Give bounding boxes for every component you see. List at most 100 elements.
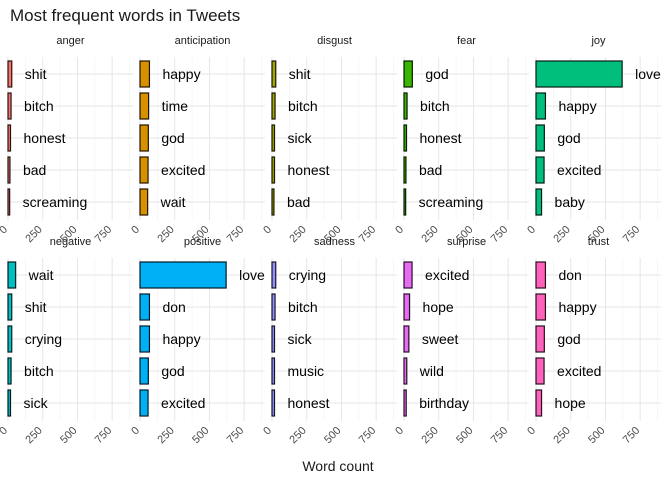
x-tick-label: 500 — [190, 425, 211, 446]
bar-label: bitch — [24, 363, 54, 379]
bar-label: music — [288, 363, 325, 379]
bar-label: shit — [25, 299, 47, 315]
bar-joy-god — [535, 124, 545, 152]
bar-label: sick — [288, 331, 313, 347]
bar-label: wait — [160, 194, 186, 210]
bar-anticipation-wait — [139, 188, 149, 216]
bar-label: god — [557, 331, 580, 347]
bar-fear-honest — [403, 124, 408, 152]
bar-label: sick — [24, 395, 49, 411]
x-tick-label: 250 — [23, 224, 44, 245]
bar-positive-love — [139, 261, 227, 289]
bar-fear-screaming — [403, 188, 407, 216]
bar-sadness-music — [271, 357, 276, 385]
bar-positive-don — [139, 293, 151, 321]
bar-label: sick — [288, 130, 313, 146]
bar-trust-don — [535, 261, 547, 289]
bar-label: wait — [28, 267, 54, 283]
bar-surprise-birthday — [403, 389, 407, 417]
bar-sadness-bitch — [271, 293, 276, 321]
bar-label: honest — [24, 130, 66, 146]
panels: anger shit bitch honest bad screaming 0 250 500 7… — [0, 35, 661, 446]
panel-title: surprise — [447, 236, 486, 248]
x-tick-label: 250 — [551, 224, 572, 245]
bar-label: excited — [161, 395, 205, 411]
bar-trust-excited — [535, 357, 545, 385]
panel-title: disgust — [317, 35, 352, 47]
bar-label: excited — [425, 267, 469, 283]
bar-anger-honest — [7, 124, 12, 152]
bar-negative-sick — [7, 389, 12, 417]
bar-label: don — [558, 267, 581, 283]
x-tick-label: 750 — [93, 425, 114, 446]
bar-label: don — [162, 299, 185, 315]
bar-label: bitch — [288, 299, 318, 315]
x-tick-label: 250 — [551, 425, 572, 446]
bar-label: love — [635, 66, 661, 82]
bar-surprise-hope — [403, 293, 411, 321]
bar-label: bitch — [288, 98, 318, 114]
x-axis-title: Word count — [302, 458, 373, 474]
x-tick-label: 500 — [454, 425, 475, 446]
bar-anticipation-excited — [139, 156, 149, 184]
panel-title: anger — [56, 35, 84, 47]
x-tick-label: 0 — [261, 425, 274, 438]
bar-label: excited — [557, 363, 601, 379]
x-tick-label: 0 — [393, 224, 406, 237]
bar-anger-bad — [7, 156, 11, 184]
bar-label: time — [162, 98, 189, 114]
bar-disgust-honest — [271, 156, 276, 184]
bar-sadness-honest — [271, 389, 276, 417]
bar-label: bad — [23, 162, 46, 178]
panel-title: anticipation — [175, 35, 231, 47]
x-tick-label: 0 — [129, 224, 142, 237]
bar-label: love — [239, 267, 265, 283]
bar-label: shit — [289, 66, 311, 82]
x-tick-label: 250 — [287, 224, 308, 245]
bar-negative-crying — [7, 325, 13, 353]
bar-disgust-sick — [271, 124, 276, 152]
panel-title: fear — [457, 35, 476, 47]
bar-positive-excited — [139, 389, 149, 417]
x-tick-label: 0 — [0, 425, 10, 438]
bar-disgust-bitch — [271, 92, 276, 120]
x-tick-label: 750 — [357, 224, 378, 245]
bar-anger-shit — [7, 60, 13, 88]
bar-label: excited — [161, 162, 205, 178]
bar-label: honest — [288, 395, 330, 411]
bar-label: birthday — [419, 395, 469, 411]
bar-anger-screaming — [7, 188, 11, 216]
bar-anticipation-god — [139, 124, 149, 152]
bar-joy-baby — [535, 188, 543, 216]
bar-label: shit — [25, 66, 47, 82]
panel-title: positive — [184, 236, 221, 248]
x-tick-label: 0 — [525, 425, 538, 438]
x-tick-label: 250 — [155, 425, 176, 446]
x-tick-label: 750 — [621, 425, 642, 446]
bar-surprise-excited — [403, 261, 413, 289]
x-tick-label: 500 — [58, 425, 79, 446]
bar-sadness-sick — [271, 325, 276, 353]
x-tick-label: 250 — [419, 224, 440, 245]
bar-trust-happy — [535, 293, 547, 321]
chart-title: Most frequent words in Tweets — [10, 6, 240, 25]
bar-label: hope — [555, 395, 586, 411]
x-tick-label: 0 — [393, 425, 406, 438]
bar-surprise-wild — [403, 357, 408, 385]
bar-label: honest — [288, 162, 330, 178]
bar-trust-god — [535, 325, 545, 353]
x-tick-label: 750 — [489, 224, 510, 245]
panel-negative: negative wait shit crying bitch sick 0 250 500 75… — [0, 236, 133, 446]
panel-title: sadness — [314, 236, 355, 248]
bar-label: bad — [287, 194, 310, 210]
bar-disgust-shit — [271, 60, 277, 88]
bar-negative-shit — [7, 293, 13, 321]
bar-joy-happy — [535, 92, 547, 120]
x-tick-label: 0 — [129, 425, 142, 438]
panel-trust: trust don happy god excited hope 0 250 500 750 — [525, 236, 661, 446]
panel-sadness: sadness crying bitch sick music honest 0 250 500… — [261, 236, 397, 446]
